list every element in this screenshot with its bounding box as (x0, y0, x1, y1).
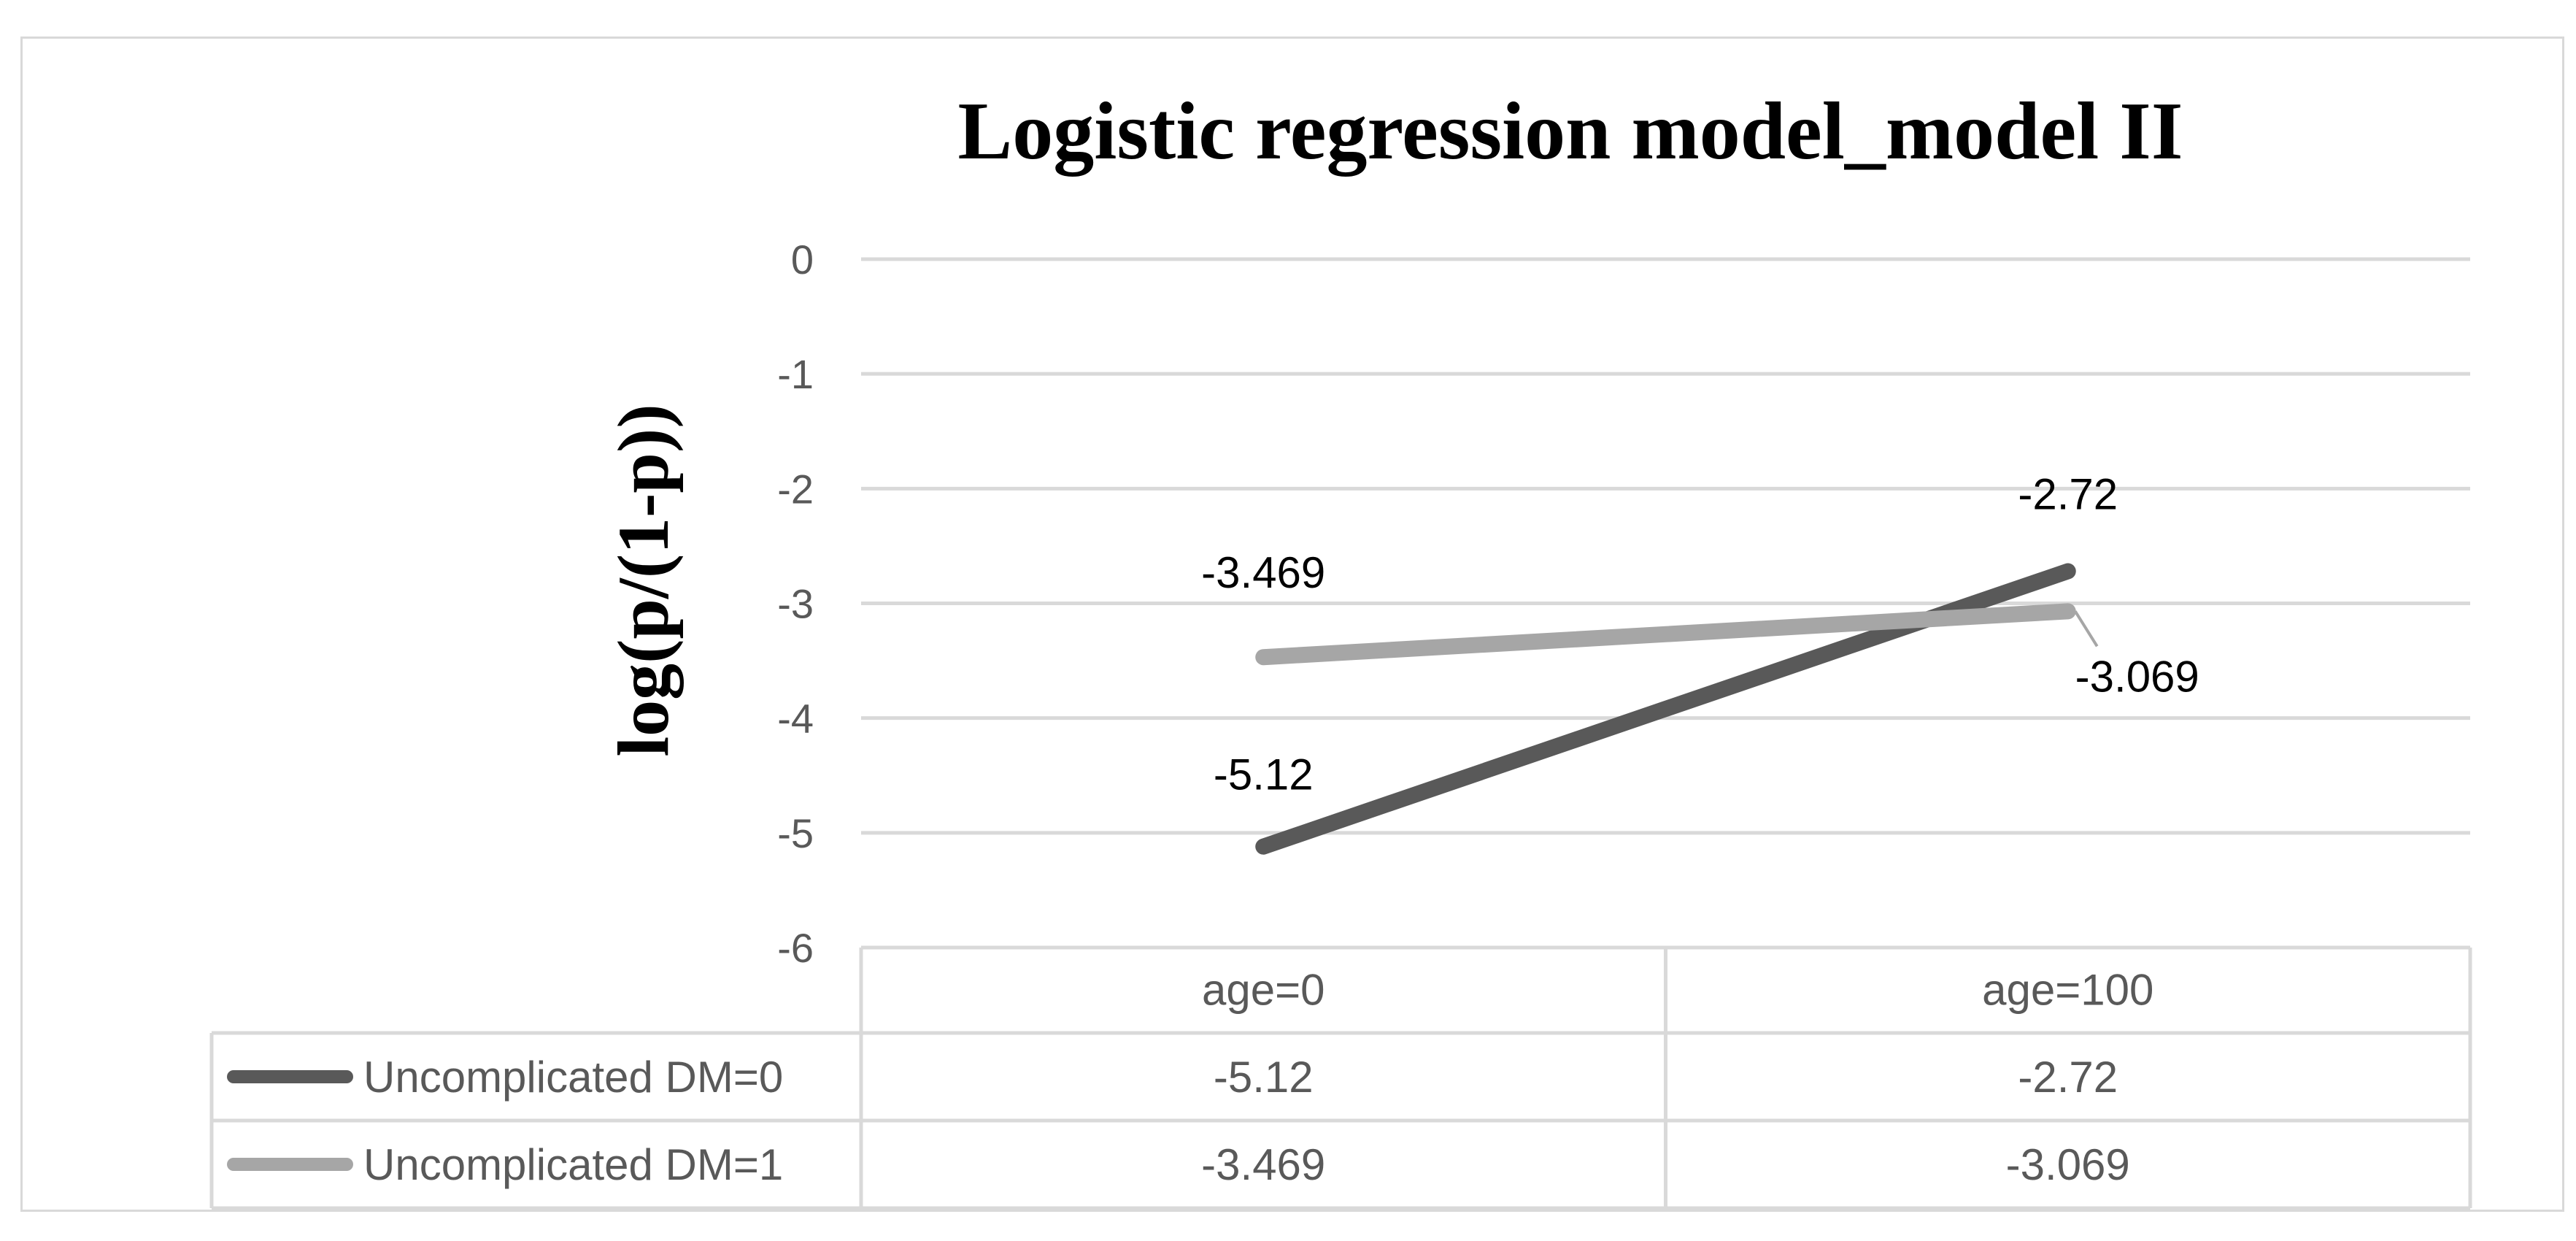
data-label: -3.069 (2075, 652, 2199, 701)
table-cell-value: -3.469 (1201, 1140, 1325, 1189)
y-tick-label: -2 (777, 466, 814, 512)
data-table: age=0 age=100 Uncomplicated DM=0 -5.12 -2.72… (209, 945, 2472, 1210)
chart-frame (20, 36, 2564, 1212)
data-label-leader (2074, 610, 2099, 648)
series-line (1255, 603, 2076, 666)
x-category-label: age=100 (1982, 966, 2153, 1015)
y-tick-label: 0 (791, 237, 814, 283)
table-cell-value: -3.069 (2006, 1140, 2130, 1189)
data-label: -5.12 (1214, 750, 1314, 799)
table-cell-value: -5.12 (1214, 1053, 1314, 1102)
data-label: -2.72 (2018, 469, 2118, 518)
series-lines (1255, 563, 2076, 855)
y-tick-label: -1 (777, 351, 814, 397)
legend-label: Uncomplicated DM=0 (363, 1053, 783, 1102)
y-tick-label: -3 (777, 581, 814, 627)
y-axis-title: log(p/(1-p)) (603, 404, 684, 756)
y-tick-label: -6 (777, 925, 814, 971)
y-tick-label: -5 (777, 810, 814, 856)
table-cell-value: -2.72 (2018, 1053, 2118, 1102)
chart-title: Logistic regression model_model II (958, 86, 2183, 177)
gridlines (861, 257, 2470, 950)
legend-label: Uncomplicated DM=1 (363, 1140, 783, 1189)
y-tick-label: -4 (777, 696, 814, 742)
x-category-label: age=0 (1202, 966, 1325, 1015)
data-labels: -5.12 -2.72 -3.469 -3.069 (1201, 469, 2199, 799)
y-axis-ticks: 0 -1 -2 -3 -4 -5 -6 (777, 237, 814, 971)
data-label: -3.469 (1201, 548, 1325, 597)
